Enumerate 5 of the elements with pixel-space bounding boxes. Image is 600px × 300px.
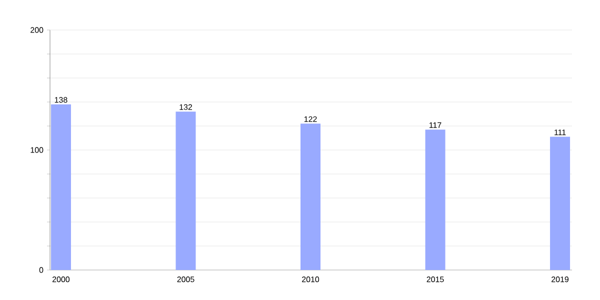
bar [300,124,321,270]
bar [550,136,570,270]
bar [176,112,196,270]
bar [50,104,71,270]
bar [425,130,446,270]
